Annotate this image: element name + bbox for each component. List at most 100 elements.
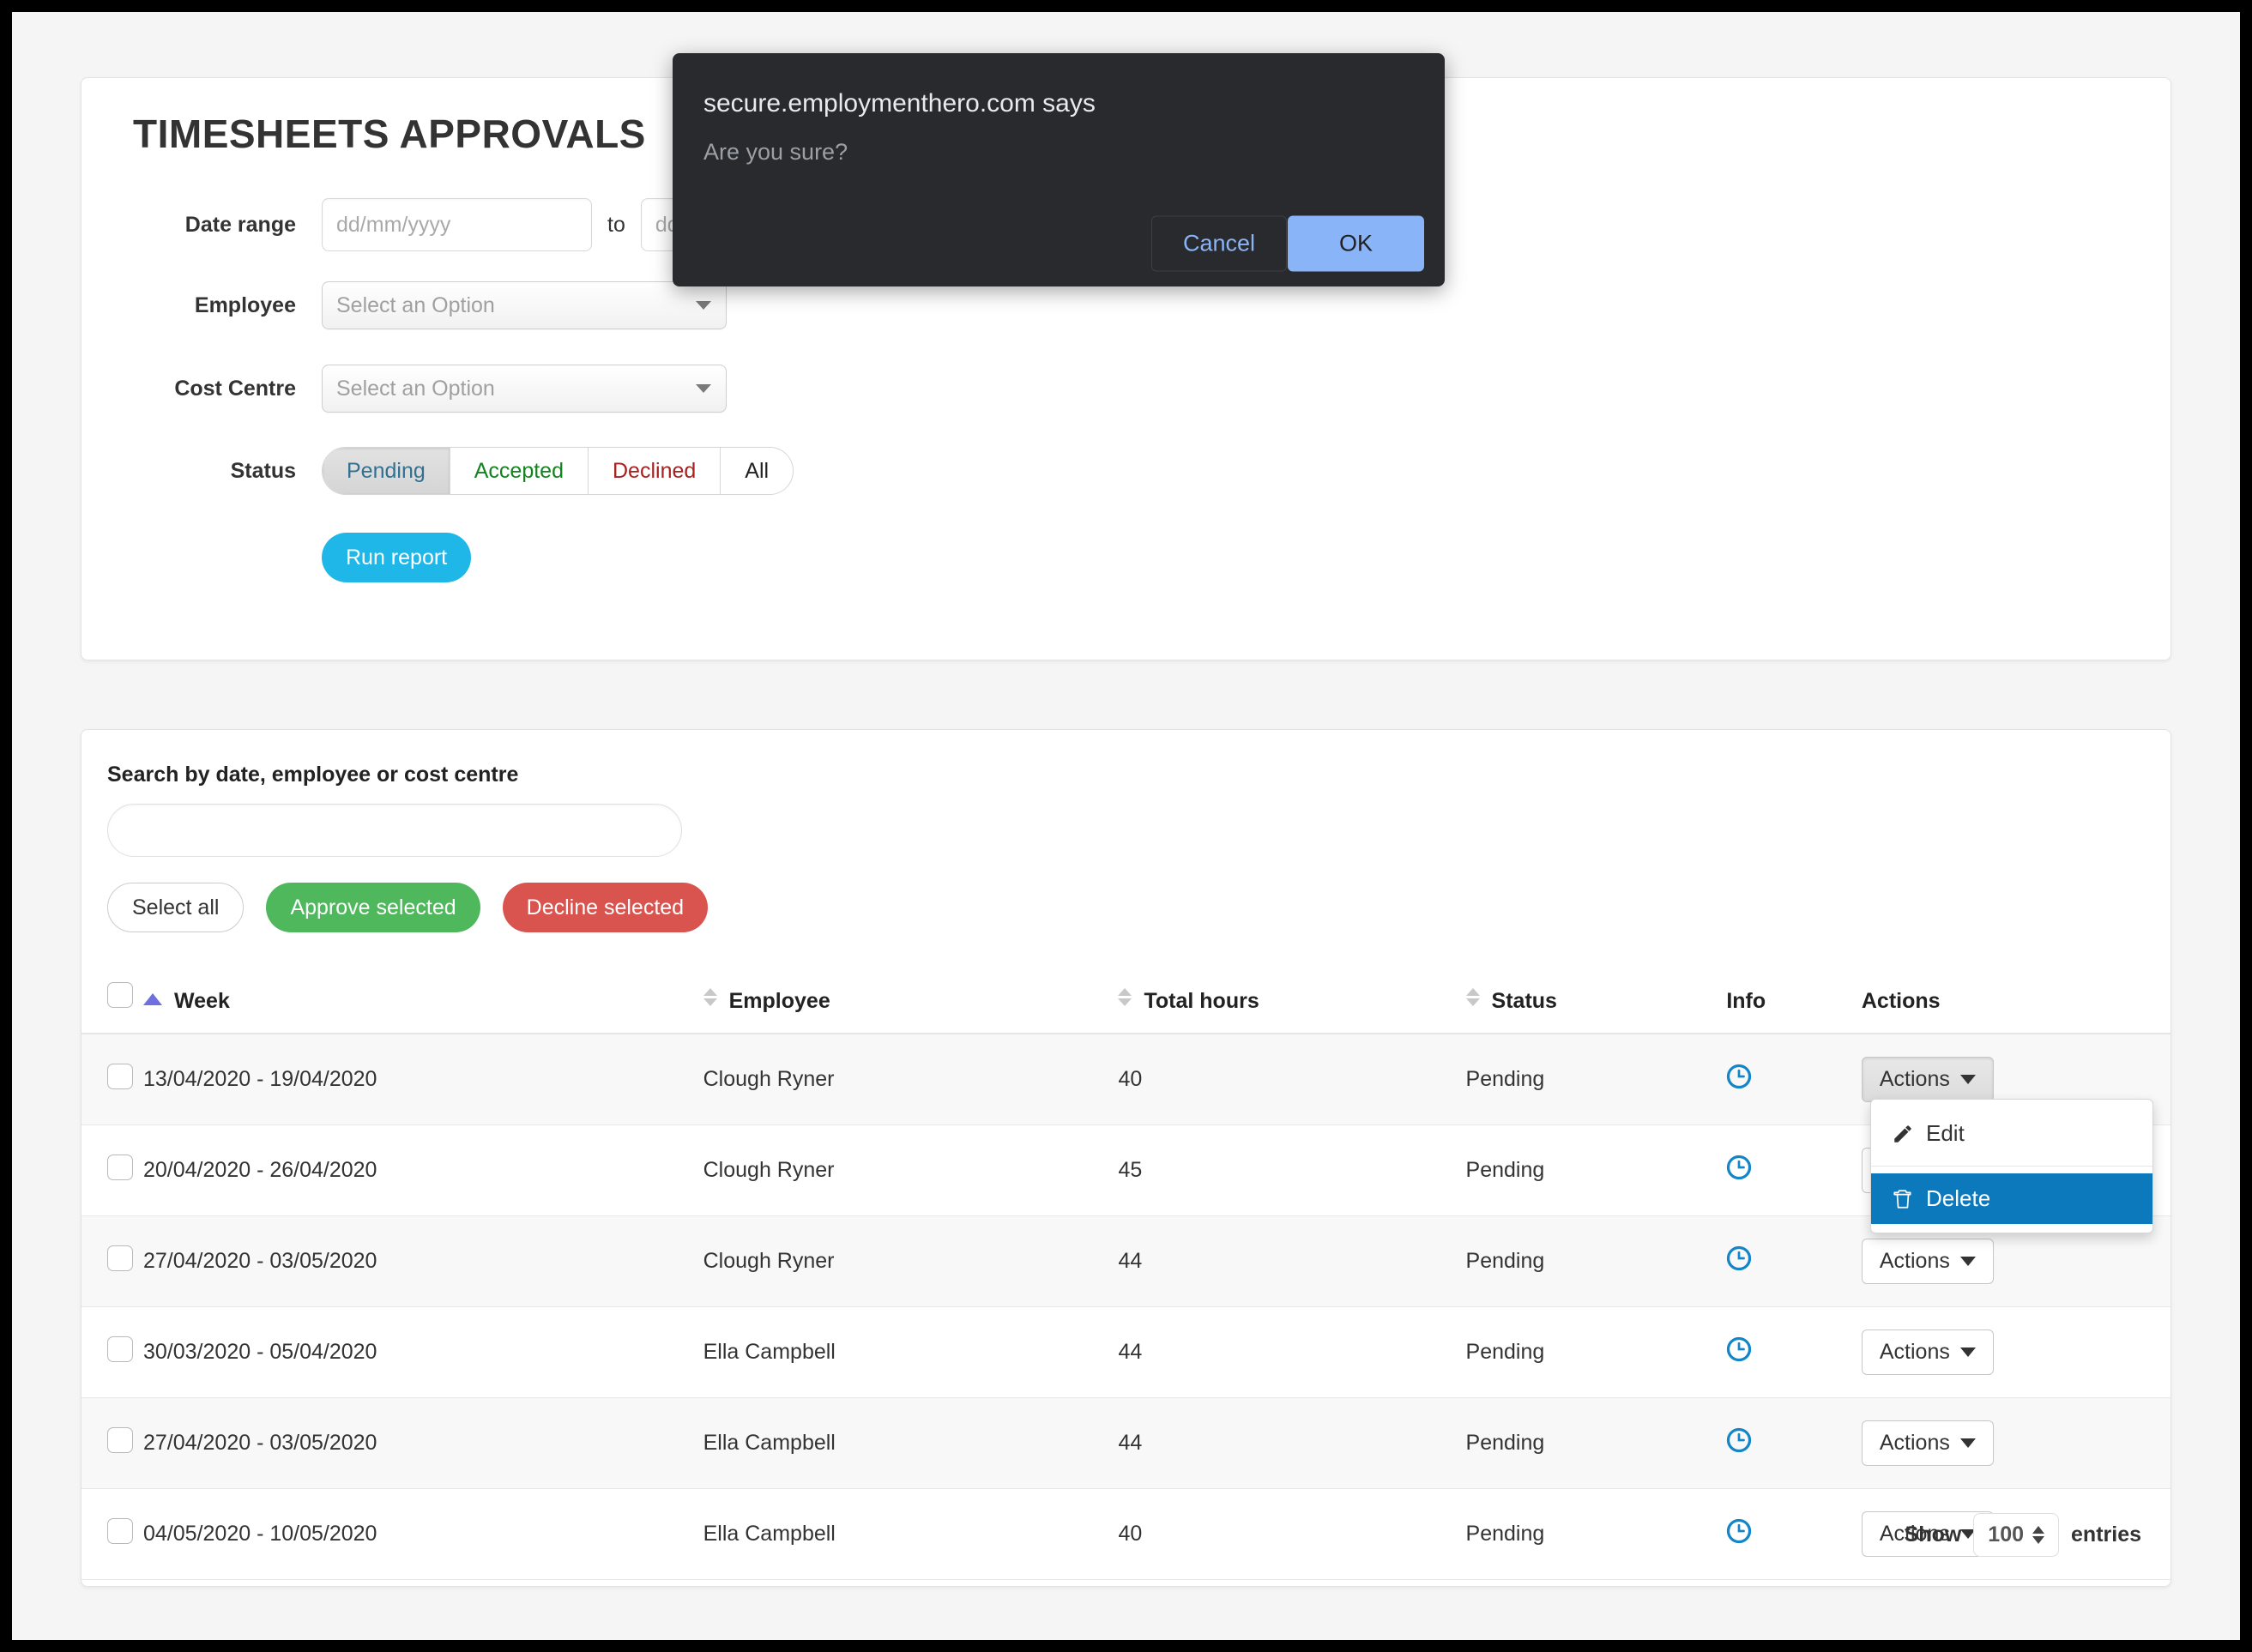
employee-select[interactable]: Select an Option [322,281,727,329]
run-report-button[interactable]: Run report [322,533,472,582]
header-employee[interactable]: Employee [703,972,1119,1034]
row-checkbox[interactable] [107,1518,133,1544]
entries-label: entries [2071,1522,2141,1546]
cost-centre-label: Cost Centre [174,376,296,401]
caret-down-icon [1959,1529,1976,1539]
stepper-arrows-icon[interactable] [2032,1526,2045,1544]
status-option-pending[interactable]: Pending [323,448,450,494]
dialog-message: Are you sure? [703,139,848,165]
dropdown-item-edit-label: Edit [1926,1120,1965,1146]
header-info: Info [1726,972,1862,1034]
status-option-declined[interactable]: Declined [589,448,721,494]
caret-down-icon [1959,1257,1976,1266]
chevron-down-icon [696,301,711,310]
status-option-all[interactable]: All [721,448,794,494]
header-info-label: Info [1726,989,1766,1013]
row-actions-button[interactable]: Actions [1861,1420,1994,1466]
table-row: 20/04/2020 - 26/04/2020 Clough Ryner 45 … [82,1124,2170,1216]
header-actions-label: Actions [1861,989,1941,1013]
select-all-checkbox[interactable] [107,982,133,1008]
cell-info [1726,1034,1862,1125]
bulk-action-bar: Select all Approve selected Decline sele… [107,883,709,932]
status-row: Status Pending Accepted Declined All [82,447,794,495]
row-actions-button[interactable]: Actions [1861,1329,1994,1375]
row-checkbox[interactable] [107,1427,133,1453]
cell-employee: Ella Campbell [703,1397,1119,1489]
clock-icon[interactable] [1726,1427,1752,1459]
show-label: Show [1904,1522,1962,1546]
cell-status: Pending [1465,1397,1727,1489]
cell-week: 04/05/2020 - 10/05/2020 [143,1488,703,1580]
clock-icon[interactable] [1726,1518,1752,1550]
dialog-cancel-button[interactable]: Cancel [1151,215,1288,272]
row-actions-label: Actions [1879,1340,1950,1364]
date-range-from-input[interactable] [322,198,592,251]
cell-info [1726,1124,1862,1216]
row-actions-label: Actions [1879,1067,1950,1091]
table-body: 13/04/2020 - 19/04/2020 Clough Ryner 40 … [82,1034,2170,1580]
search-label: Search by date, employee or cost centre [107,763,519,787]
employee-label: Employee [194,292,296,317]
header-actions: Actions [1861,972,2170,1034]
header-status-label: Status [1491,989,1557,1013]
table-row: 27/04/2020 - 03/05/2020 Clough Ryner 44 … [82,1215,2170,1307]
pagination-show-entries: Show 100 entries [1905,1513,2141,1557]
cell-status: Pending [1465,1124,1727,1216]
cell-week: 30/03/2020 - 05/04/2020 [143,1306,703,1398]
clock-icon[interactable] [1726,1245,1752,1277]
header-week-label: Week [174,989,230,1013]
cell-status: Pending [1465,1306,1727,1398]
cell-total-hours: 44 [1118,1306,1466,1398]
row-actions-button[interactable]: Actions [1861,1057,1994,1102]
status-segmented-control: Pending Accepted Declined All [322,447,794,495]
entries-per-page-stepper[interactable]: 100 [1973,1513,2060,1557]
dropdown-item-delete[interactable]: Delete [1871,1173,2152,1224]
cell-status: Pending [1465,1488,1727,1580]
table-row: 13/04/2020 - 19/04/2020 Clough Ryner 40 … [82,1034,2170,1125]
row-actions-button[interactable]: Actions [1861,1511,1994,1557]
header-select-all-checkbox-cell [82,972,143,1034]
cell-info [1726,1215,1862,1307]
header-status[interactable]: Status [1465,972,1727,1034]
table-row: 04/05/2020 - 10/05/2020 Ella Campbell 40… [82,1488,2170,1580]
trash-icon [1893,1189,1911,1209]
row-checkbox[interactable] [107,1336,133,1362]
sort-both-icon[interactable] [1118,988,1133,1006]
run-report-row: Run report [82,533,472,582]
date-range-separator: to [607,212,625,237]
caret-down-icon [1959,1438,1976,1448]
row-checkbox[interactable] [107,1064,133,1089]
select-all-button[interactable]: Select all [107,883,245,932]
cost-centre-row: Cost Centre Select an Option [82,365,727,413]
employee-select-value: Select an Option [336,292,495,317]
date-range-label: Date range [184,212,296,237]
cost-centre-select[interactable]: Select an Option [322,365,727,413]
clock-icon[interactable] [1726,1155,1752,1186]
employee-row: Employee Select an Option [82,281,727,329]
clock-icon[interactable] [1726,1336,1752,1368]
cell-status: Pending [1465,1215,1727,1307]
row-checkbox[interactable] [107,1155,133,1180]
cell-week: 27/04/2020 - 03/05/2020 [143,1397,703,1489]
dropdown-item-edit[interactable]: Edit [1871,1108,2152,1159]
search-input[interactable] [107,804,682,857]
sort-ascending-icon[interactable] [143,993,162,1005]
header-total-hours[interactable]: Total hours [1118,972,1466,1034]
dialog-title: secure.employmenthero.com says [703,89,1096,118]
status-label: Status [230,458,296,483]
clock-icon[interactable] [1726,1064,1752,1095]
header-week[interactable]: Week [143,972,703,1034]
sort-both-icon[interactable] [1465,988,1482,1006]
row-checkbox[interactable] [107,1245,133,1271]
dialog-ok-button[interactable]: OK [1288,215,1425,272]
status-option-accepted[interactable]: Accepted [450,448,589,494]
row-actions-button[interactable]: Actions [1861,1239,1994,1284]
cell-actions: Actions [1861,1397,2170,1489]
cell-employee: Ella Campbell [703,1488,1119,1580]
decline-selected-button[interactable]: Decline selected [502,883,709,932]
cell-status: Pending [1465,1034,1727,1125]
page-viewport: TIMESHEETS APPROVALS Date range to Emplo… [12,12,2240,1640]
approve-selected-button[interactable]: Approve selected [266,883,480,932]
sort-both-icon[interactable] [703,988,719,1006]
cell-info [1726,1488,1862,1580]
